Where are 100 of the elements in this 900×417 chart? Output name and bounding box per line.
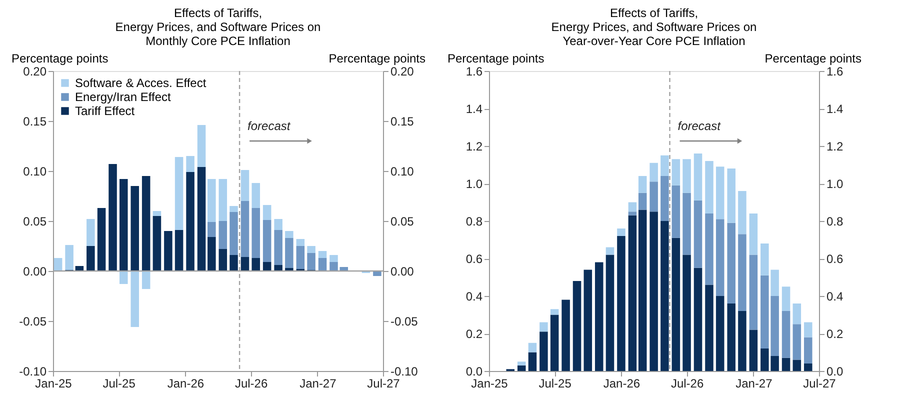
- bar: [705, 284, 714, 371]
- x-tick-label: Jul-25: [538, 376, 572, 390]
- bar: [694, 154, 702, 200]
- bar: [660, 221, 669, 371]
- bar: [252, 258, 260, 271]
- y2-tick-label: 0.0: [826, 364, 844, 378]
- bar: [727, 304, 736, 371]
- bar: [186, 172, 194, 271]
- x-tick-label: Jul-26: [234, 376, 268, 390]
- y2-tick-label: 1.4: [826, 102, 844, 116]
- bar: [716, 166, 724, 220]
- bar: [97, 208, 106, 271]
- x-tick-label: Jan-25: [35, 376, 72, 390]
- bar: [274, 219, 282, 230]
- y-tick-label: 0.10: [23, 164, 47, 178]
- legend-label: Software & Acces. Effect: [75, 76, 207, 90]
- legend-label: Tariff Effect: [75, 104, 136, 118]
- y-axis-title: Percentage points: [448, 52, 544, 66]
- bar: [562, 300, 570, 371]
- y2-tick-label: 1.2: [826, 140, 844, 154]
- bar: [262, 262, 272, 271]
- y-axis-title: Percentage points: [12, 52, 108, 66]
- y2-tick-label: 1.0: [826, 177, 844, 191]
- y-tick-label: 0.0: [466, 364, 483, 378]
- bar: [174, 230, 184, 271]
- bar: [792, 304, 802, 324]
- bar: [318, 251, 327, 258]
- bar: [638, 192, 647, 210]
- bar: [682, 192, 691, 255]
- bar: [694, 268, 702, 371]
- bar: [307, 246, 316, 253]
- bar: [638, 210, 647, 371]
- bar: [186, 156, 194, 172]
- y-tick-label: 1.2: [466, 140, 483, 154]
- y2-tick-label: 0.6: [826, 252, 844, 266]
- bar: [307, 253, 316, 270]
- bar: [218, 221, 228, 249]
- bar: [65, 245, 74, 270]
- x-tick-label: Jan-27: [736, 376, 773, 390]
- y-tick-label: 0.2: [466, 327, 483, 341]
- bar: [738, 311, 746, 371]
- bar: [528, 352, 537, 371]
- bar: [142, 271, 150, 289]
- bar: [152, 211, 162, 216]
- bar: [716, 296, 724, 371]
- bar: [572, 281, 582, 371]
- bar: [174, 157, 184, 230]
- bar: [208, 179, 216, 222]
- bar: [738, 234, 746, 311]
- y2-tick-label: 0.00: [390, 264, 414, 278]
- y-tick-label: 1.0: [466, 177, 483, 191]
- bar: [197, 125, 206, 167]
- y2-tick-label: 0.20: [390, 64, 414, 78]
- bar: [130, 186, 139, 271]
- bar: [727, 168, 736, 223]
- bar: [208, 237, 216, 271]
- bar: [54, 258, 62, 271]
- bar: [528, 342, 537, 352]
- y2-tick-label: 0.10: [390, 164, 414, 178]
- bar: [517, 365, 526, 371]
- y-tick-label: 0.15: [23, 114, 47, 128]
- bar: [120, 179, 128, 271]
- y-tick-label: 0.4: [466, 290, 483, 304]
- bar: [262, 205, 272, 220]
- bar: [617, 228, 626, 236]
- y-tick-label: 0.6: [466, 252, 483, 266]
- bar: [738, 191, 746, 234]
- x-tick-label: Jul-25: [102, 376, 136, 390]
- y2-axis-title: Percentage points: [328, 52, 426, 66]
- bar: [727, 222, 736, 304]
- bar: [628, 202, 637, 212]
- bar: [606, 254, 614, 371]
- x-tick-label: Jul-27: [803, 376, 836, 390]
- y-tick-label: -0.10: [19, 364, 47, 378]
- bar: [584, 270, 592, 371]
- bar: [152, 216, 162, 271]
- bar: [540, 322, 548, 332]
- y2-tick-label: 1.6: [826, 64, 844, 78]
- bar: [782, 358, 790, 371]
- bar: [716, 219, 724, 296]
- bar: [142, 176, 150, 271]
- bar: [792, 324, 802, 360]
- y2-tick-label: -0.10: [390, 364, 418, 378]
- bar: [672, 159, 680, 186]
- legend-label: Energy/Iran Effect: [75, 90, 172, 104]
- bar: [86, 219, 95, 246]
- y2-tick-label: 0.8: [826, 214, 844, 228]
- bar: [218, 249, 228, 271]
- bar: [749, 254, 758, 330]
- bar: [672, 185, 680, 238]
- bar: [694, 200, 702, 268]
- bar: [130, 271, 139, 327]
- x-tick-label: Jan-27: [300, 376, 337, 390]
- bar: [660, 155, 669, 176]
- chart-title: Effects of Tariffs, Energy Prices, and Software Prices on Year-over-Year Core PCE Inflation: [551, 6, 757, 48]
- bar: [218, 179, 228, 221]
- y2-tick-label: 0.05: [390, 214, 414, 228]
- y2-axis-title: Percentage points: [764, 52, 862, 66]
- bar: [252, 183, 260, 208]
- bar: [285, 231, 294, 238]
